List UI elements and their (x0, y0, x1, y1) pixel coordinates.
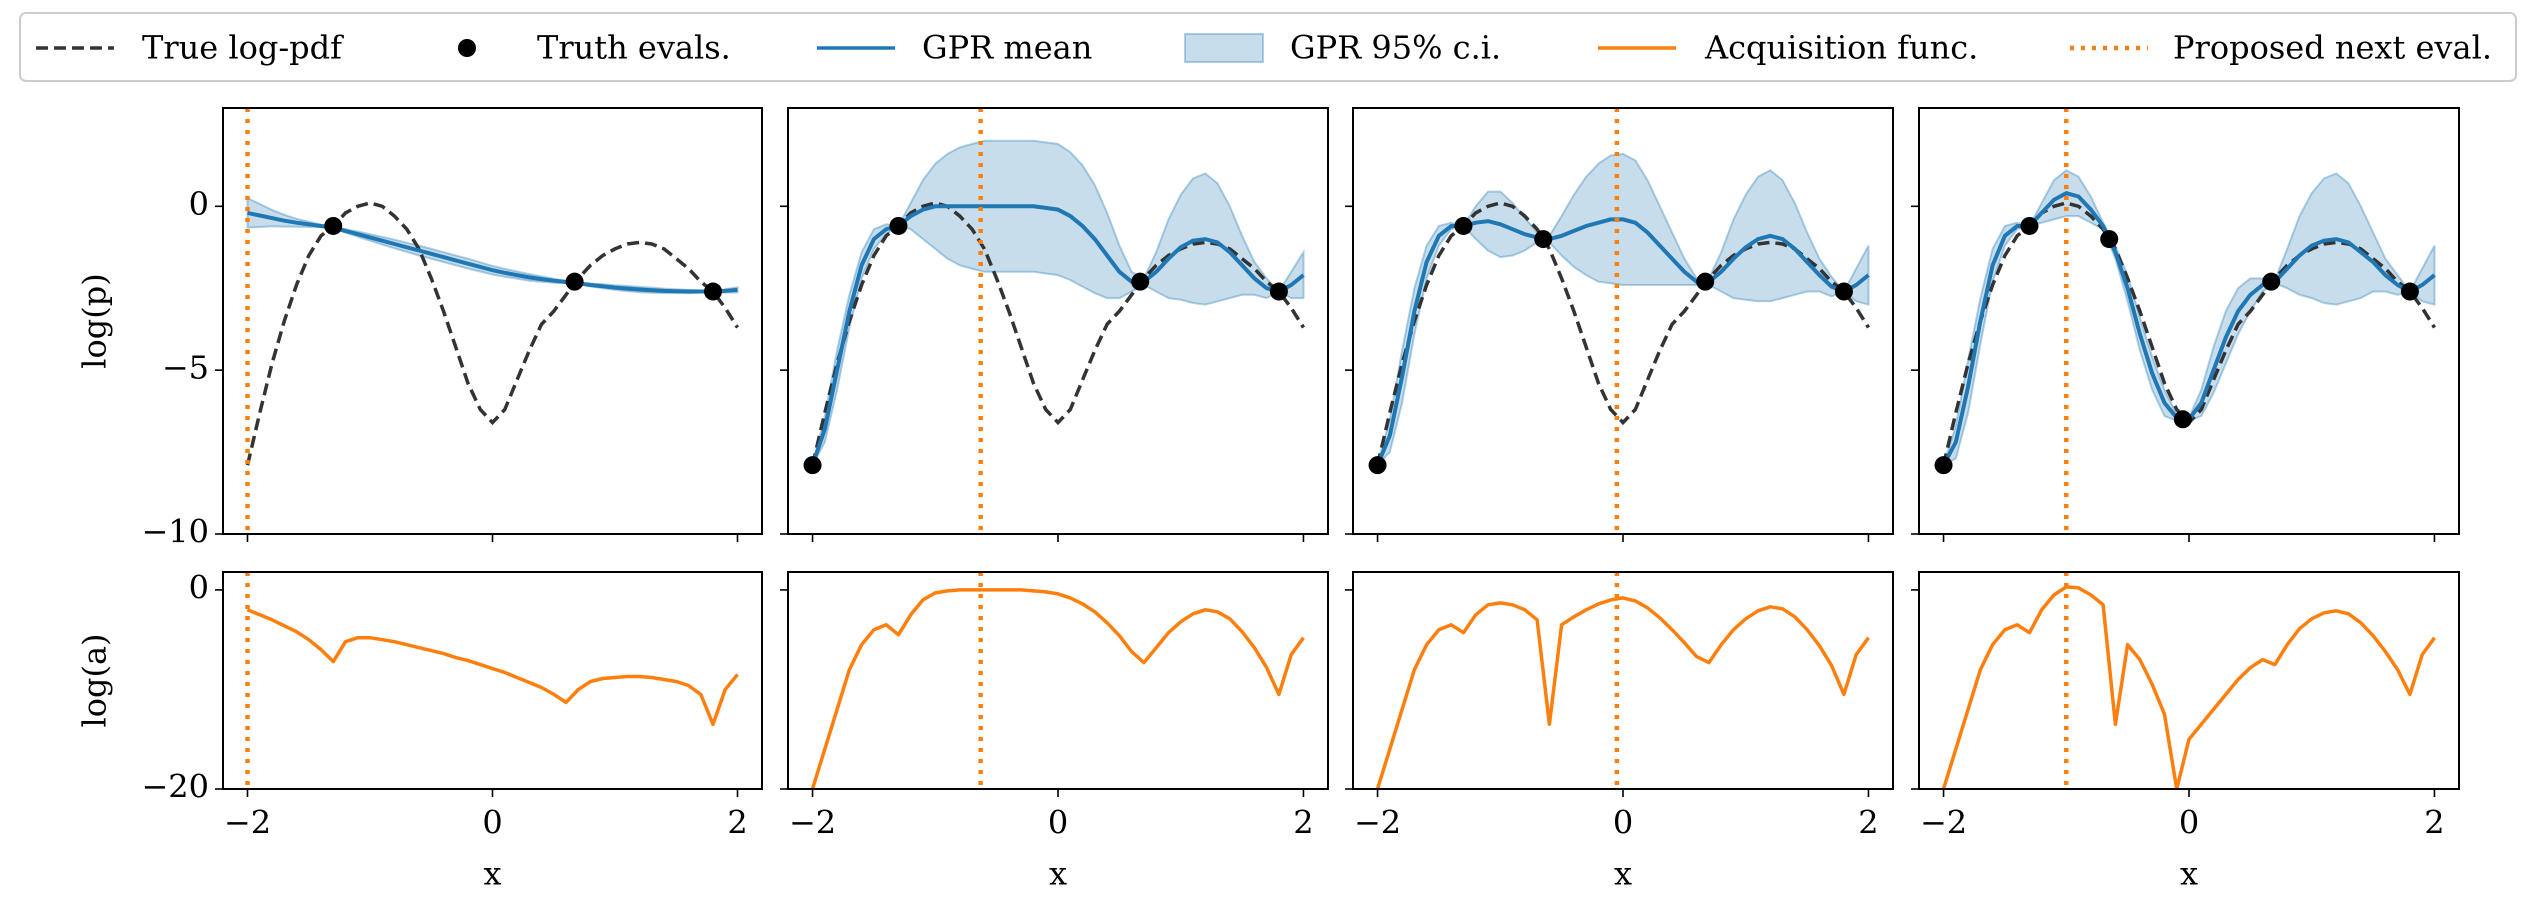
legend-label: True log-pdf (142, 29, 344, 67)
x-tick-label: 0 (482, 804, 502, 842)
truth-eval (1934, 456, 1953, 475)
truth-eval (1534, 230, 1553, 249)
legend-patch (1184, 33, 1264, 63)
plot-area (1375, 572, 1870, 789)
x-axis-label: x (1614, 855, 1632, 893)
x-tick-label: 2 (1858, 804, 1878, 842)
plot-area (245, 572, 739, 789)
truth-eval (2100, 230, 2119, 249)
y-axis-label: log(p) (76, 273, 114, 368)
legend-marker (458, 39, 476, 57)
plot-area (1375, 108, 1870, 534)
y-tick-label: 0 (189, 568, 209, 606)
y-tick-label: −5 (162, 349, 209, 387)
truth-eval (1368, 456, 1387, 475)
acquisition-line (1941, 585, 2436, 789)
legend-label: GPR 95% c.i. (1290, 29, 1501, 67)
plot-area (245, 108, 739, 534)
x-tick-label: −2 (789, 804, 836, 842)
x-tick-label: −2 (1354, 804, 1401, 842)
x-tick-label: −2 (224, 804, 271, 842)
truth-eval (1454, 216, 1473, 235)
legend-label: GPR mean (922, 29, 1092, 67)
plot-area (1941, 108, 2436, 534)
legend-label: Truth evals. (537, 29, 731, 67)
gpr-ci-band (246, 196, 739, 295)
x-axis-label: x (2180, 855, 2198, 893)
y-tick-label: −20 (141, 768, 209, 806)
gpr-ci-band (811, 139, 1305, 466)
axes-frame (222, 107, 763, 535)
acquisition-line (1375, 596, 1870, 789)
legend-label: Proposed next eval. (2173, 29, 2492, 67)
axes-frame (1918, 107, 2460, 535)
x-tick-label: 2 (2424, 804, 2444, 842)
x-tick-label: −2 (1920, 804, 1967, 842)
truth-eval (889, 216, 908, 235)
truth-eval (704, 282, 722, 301)
truth-eval (1696, 272, 1715, 291)
x-tick-label: 0 (1613, 804, 1633, 842)
plot-area (810, 108, 1305, 534)
y-tick-label: 0 (189, 185, 209, 223)
truth-eval (324, 216, 343, 235)
truth-eval (1131, 272, 1150, 291)
x-tick-label: 2 (727, 804, 747, 842)
axes-frame (787, 107, 1329, 535)
truth-eval (803, 456, 822, 475)
truth-eval (1269, 282, 1288, 301)
truth-eval (565, 272, 584, 291)
x-axis-label: x (483, 855, 501, 893)
truth-eval (1834, 282, 1853, 301)
truth-eval (2400, 282, 2419, 301)
legend-box (19, 12, 2517, 82)
x-axis-label: x (1049, 855, 1067, 893)
axes-frame (787, 571, 1329, 790)
y-tick-label: −10 (141, 513, 209, 551)
axes-frame (1918, 571, 2460, 790)
x-tick-label: 0 (2179, 804, 2199, 842)
axes-frame (1352, 107, 1894, 535)
x-tick-label: 0 (1048, 804, 1068, 842)
truth-eval (2262, 272, 2281, 291)
plot-area (810, 572, 1305, 789)
gpr-mean-line (247, 210, 738, 294)
truth-eval (2173, 410, 2192, 429)
legend-label: Acquisition func. (1704, 29, 1978, 67)
acquisition-line (810, 588, 1305, 789)
truth-eval (2020, 216, 2039, 235)
acquisition-line (246, 608, 739, 727)
axes-frame (222, 571, 763, 790)
plot-area (1941, 572, 2436, 789)
y-axis-label: log(a) (76, 633, 114, 727)
gpr-ci-band (1376, 152, 1870, 466)
x-tick-label: 2 (1293, 804, 1313, 842)
axes-frame (1352, 571, 1894, 790)
true-logpdf-line (245, 201, 739, 466)
